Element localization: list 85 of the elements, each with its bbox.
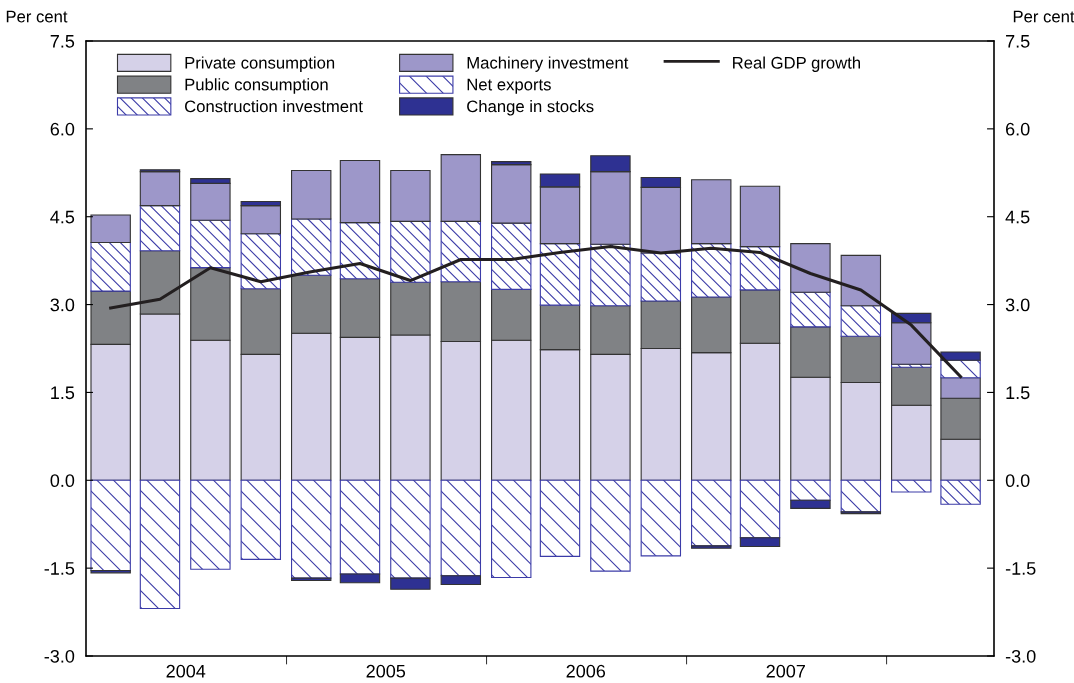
- bar: [440, 154, 482, 222]
- legend-label: Net exports: [467, 78, 551, 94]
- bar: [440, 575, 482, 586]
- bar: [90, 241, 131, 292]
- bar: [190, 479, 231, 570]
- y-tick-label: 3.0: [50, 298, 75, 312]
- y2-tick-label: 4.5: [1005, 210, 1030, 224]
- y2-tick-label: 6.0: [1006, 122, 1030, 136]
- bar: [491, 222, 532, 290]
- line-series: [109, 245, 963, 379]
- bar: [691, 545, 732, 549]
- bar: [339, 159, 381, 224]
- bar: [291, 169, 332, 220]
- y-tick-label: 1.5: [51, 386, 75, 400]
- bar: [640, 479, 682, 557]
- bar: [739, 537, 781, 548]
- x-tick-label: 2004: [166, 664, 206, 678]
- legend-label: Private consumption: [185, 56, 335, 72]
- bar: [539, 243, 581, 306]
- bar: [390, 479, 431, 579]
- bar: [240, 233, 282, 290]
- bar: [390, 577, 431, 590]
- y-axis-title: Per cent: [6, 10, 68, 23]
- y2-tick-label: 1.5: [1006, 386, 1030, 400]
- bar: [291, 577, 332, 581]
- bar: [339, 573, 381, 584]
- legend-label: Construction investment: [185, 100, 363, 113]
- y2-tick-label: 0.0: [1005, 474, 1030, 488]
- bar: [190, 182, 231, 221]
- x-tick-label: 2007: [766, 664, 805, 678]
- bar: [291, 218, 332, 276]
- bar: [139, 479, 181, 610]
- bar: [240, 205, 282, 235]
- y-tick-label: -1.5: [44, 562, 75, 575]
- bar: [790, 291, 831, 328]
- legend-label: Real GDP growth: [733, 56, 860, 72]
- bar: [840, 305, 882, 337]
- bar: [139, 171, 181, 207]
- bar: [590, 479, 631, 572]
- bar: [691, 479, 732, 547]
- x-tick-label: 2005: [366, 664, 406, 678]
- y-tick-label: 0.0: [50, 474, 75, 488]
- bar: [691, 243, 732, 298]
- bar: [739, 479, 781, 539]
- bar: [491, 164, 532, 224]
- legend-label: Change in stocks: [467, 100, 594, 116]
- bar: [90, 479, 131, 572]
- bar: [790, 243, 831, 293]
- bar: [539, 479, 581, 557]
- bar: [739, 246, 781, 291]
- bar: [440, 479, 482, 577]
- bar: [790, 499, 831, 509]
- bar: [491, 479, 532, 579]
- bar: [339, 479, 381, 575]
- bar: [240, 479, 282, 560]
- bar: [891, 479, 932, 493]
- bar: [940, 479, 981, 505]
- bar: [90, 214, 131, 244]
- y-tick-label: 4.5: [50, 210, 75, 224]
- legend-label: Machinery investment: [467, 56, 629, 72]
- y2-axis-title: Per cent: [1013, 10, 1074, 23]
- y-tick-label: 7.5: [50, 35, 75, 48]
- y2-tick-label: -1.5: [1005, 562, 1036, 575]
- bar: [139, 205, 181, 252]
- y2-tick-label: -3.0: [1005, 649, 1036, 663]
- bar: [440, 220, 482, 283]
- bar: [840, 254, 882, 307]
- bar: [190, 219, 231, 269]
- y-tick-label: -3.0: [44, 649, 75, 663]
- bar: [640, 252, 682, 302]
- bar: [291, 479, 332, 579]
- bar: [339, 222, 381, 280]
- bar: [691, 179, 732, 245]
- y-tick-label: 6.0: [50, 122, 75, 136]
- legend-label: Public consumption: [185, 78, 328, 94]
- x-tick-label: 2006: [566, 664, 606, 678]
- bar: [790, 479, 831, 501]
- bar: [590, 243, 631, 307]
- y2-tick-label: 7.5: [1006, 35, 1030, 48]
- bar: [390, 169, 431, 222]
- bar: [390, 220, 431, 283]
- bar: [940, 351, 981, 361]
- y2-tick-label: 3.0: [1005, 298, 1030, 312]
- bar: [840, 479, 882, 513]
- bar: [739, 185, 781, 248]
